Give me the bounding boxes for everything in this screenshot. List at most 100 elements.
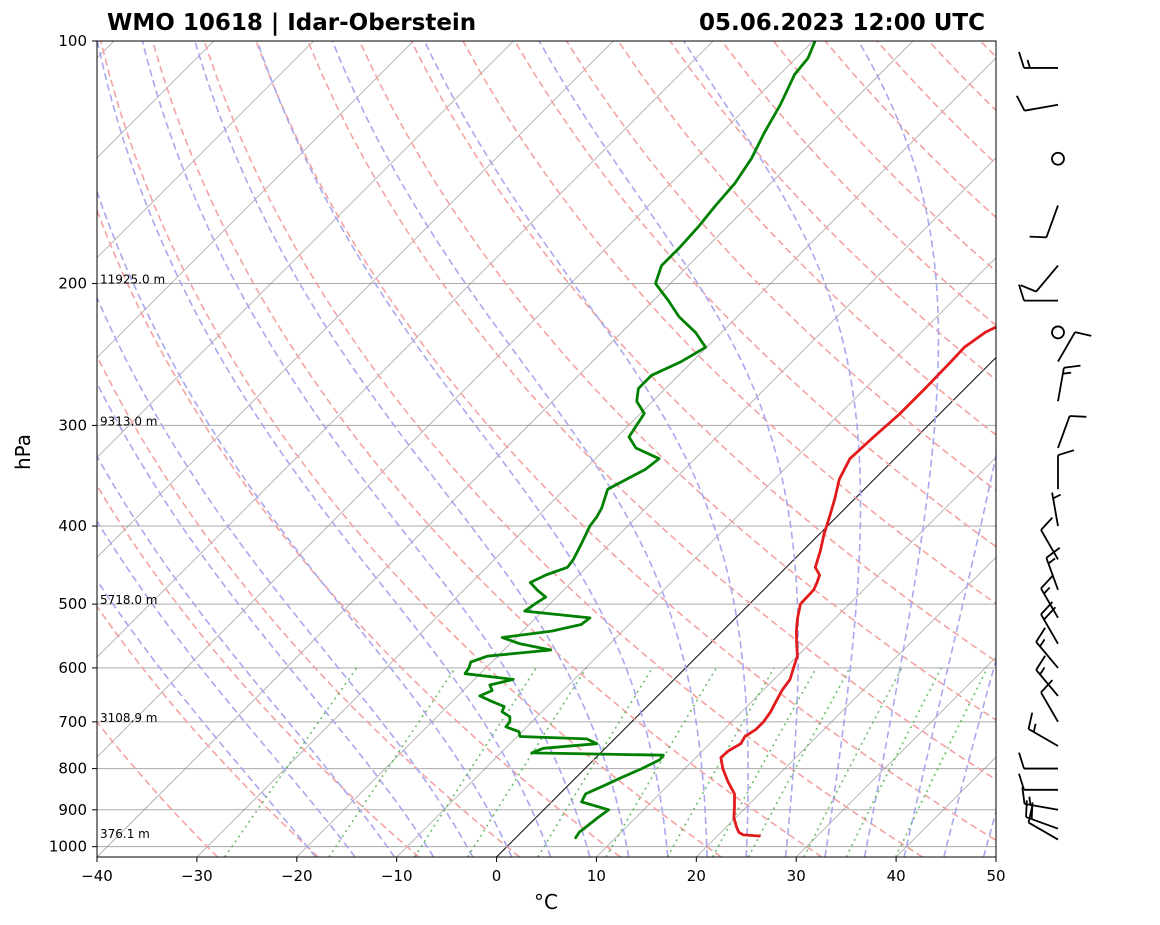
wind-barb [1057, 364, 1081, 402]
barb-flag [1040, 679, 1054, 694]
moist-adiabat-line [97, 579, 317, 857]
wind-barb [1035, 655, 1059, 697]
dry-adiabat-line [203, 41, 924, 857]
isotherm-line [97, 41, 714, 658]
y-tick-label: 200 [58, 275, 87, 293]
x-tick-label: 50 [986, 867, 1005, 885]
mixing-ratio-line [845, 667, 943, 857]
barb-staff [1035, 265, 1059, 293]
barb-half-flag [1043, 586, 1051, 595]
x-tick-label: 10 [587, 867, 606, 885]
moist-adiabat-line [97, 41, 552, 857]
isobar-lines [97, 41, 996, 848]
isotherm-line [97, 41, 414, 359]
barb-flag [1021, 787, 1026, 805]
moist-adiabat-line [97, 188, 513, 857]
wind-barb [1029, 205, 1059, 239]
y-tick-label: 600 [58, 659, 87, 677]
barb-half-flag [1028, 796, 1032, 806]
chart-title-datetime: 05.06.2023 12:00 UTC [699, 10, 985, 36]
dry-adiabat-line [1032, 41, 1160, 857]
y-tick-label: 1000 [49, 838, 87, 856]
dry-adiabat-line [514, 41, 996, 548]
x-tick-label: −40 [81, 867, 113, 885]
temperature-profile-line [719, 325, 996, 838]
dry-adiabat-line [307, 41, 996, 781]
moist-adiabat-line [683, 41, 862, 857]
isotherm-lines [97, 41, 996, 857]
x-tick-label: −20 [281, 867, 313, 885]
barb-staff [1045, 205, 1059, 238]
y-tick-label: 900 [58, 801, 87, 819]
dry-adiabat-lines [97, 41, 1160, 857]
barb-half-flag [1047, 557, 1056, 565]
dry-adiabat-line [255, 41, 996, 842]
wind-barb [1027, 712, 1059, 747]
dewpoint-profile-line [463, 41, 817, 840]
wind-barb [1018, 284, 1058, 302]
mixing-ratio-line [711, 667, 818, 857]
x-tick-label: 40 [887, 867, 906, 885]
barb-flag [1040, 575, 1054, 590]
moist-adiabat-line [982, 809, 996, 857]
wind-barb [1040, 517, 1059, 560]
x-tick-label: 20 [687, 867, 706, 885]
barb-staff [1057, 331, 1076, 363]
isotherm-line [596, 456, 996, 857]
isotherm-line [895, 756, 996, 857]
wind-barb [1051, 492, 1061, 527]
wind-barb [1018, 51, 1058, 69]
wind-barb [1035, 627, 1059, 669]
isotherm-line [97, 41, 514, 459]
y-tick-label: 700 [58, 713, 87, 731]
dry-adiabat-line [410, 41, 996, 663]
mixing-ratio-line [803, 667, 903, 857]
moist-adiabat-line [423, 41, 749, 857]
dry-adiabat-line [358, 41, 996, 721]
y-tick-label: 500 [58, 595, 87, 613]
barb-flag [1016, 95, 1026, 112]
mixing-ratio-line [747, 667, 851, 857]
barb-staff [1057, 415, 1071, 449]
barb-flag [1063, 364, 1081, 369]
barb-half-flag [1026, 59, 1031, 69]
isotherm-line [97, 41, 614, 558]
dry-adiabat-line [721, 41, 996, 327]
moist-adiabat-line [256, 41, 669, 857]
mixing-ratio-line [224, 667, 358, 857]
dry-adiabat-line [979, 41, 996, 58]
barb-flag [1057, 449, 1075, 457]
zero-isotherm-line [496, 356, 996, 857]
y-tick-label: 100 [58, 32, 87, 50]
x-tick-label: 30 [787, 867, 806, 885]
dry-adiabat-line [617, 41, 996, 436]
barb-flag [1027, 712, 1034, 730]
wind-barb [1045, 547, 1061, 591]
wind-barb [1057, 449, 1075, 490]
height-label: 9313.0 m [100, 414, 158, 428]
isotherm-line [196, 57, 996, 857]
barb-flag [1018, 773, 1025, 791]
dry-adiabat-line [824, 41, 996, 219]
dry-adiabat-line [669, 41, 996, 381]
wind-barb [1057, 331, 1092, 363]
x-axis: −40 −30 −20 −10 0 10 20 30 40 50 [81, 857, 1006, 885]
barb-flag [1025, 800, 1028, 818]
barb-flag [1040, 517, 1054, 531]
barb-flag [1035, 627, 1046, 643]
dry-adiabat-line [100, 41, 722, 857]
isotherm-line [995, 856, 996, 857]
barb-half-flag [1039, 666, 1046, 675]
sounding-series [463, 41, 996, 840]
mixing-ratio-line [605, 667, 718, 857]
height-labels: 11925.0 m 9313.0 m 5718.0 m 3108.9 m 376.1 m [100, 273, 165, 841]
wind-barbs [1016, 51, 1092, 841]
isotherm-line [97, 41, 914, 857]
isotherm-line [795, 656, 996, 857]
wind-barb [1020, 265, 1059, 293]
dry-adiabat-line [565, 41, 996, 492]
barb-flag [1018, 752, 1025, 769]
wind-barb [1040, 575, 1059, 619]
barb-staff [1024, 103, 1059, 112]
isotherm-line [97, 41, 314, 259]
